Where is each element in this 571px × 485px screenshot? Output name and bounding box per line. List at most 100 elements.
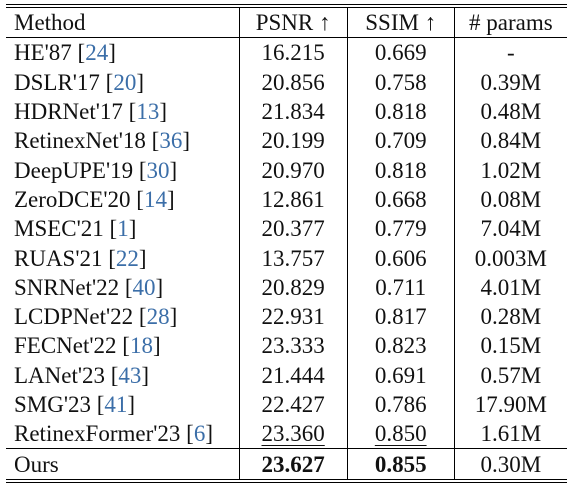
params-cell: 0.08M (480, 186, 542, 212)
psnr-cell: 20.970 (239, 155, 348, 185)
table-row: RUAS'21 [22] 13.757 0.606 0.003M (6, 243, 567, 273)
method-cell: FECNet'22 [18] (6, 331, 240, 361)
table-row: RetinexNet'18 [36] 20.199 0.709 0.84M (6, 126, 567, 156)
method-cell: LANet'23 [43] (6, 360, 240, 390)
bracket: ] (169, 157, 178, 183)
psnr-cell: 20.856 (239, 67, 348, 97)
citation-link[interactable]: 20 (113, 69, 137, 95)
citation-link[interactable]: 18 (129, 333, 153, 359)
header-psnr: PSNR ↑ (239, 8, 348, 39)
ssim-cell: 0.779 (347, 214, 455, 244)
method-name: LCDPNet'22 [ (14, 304, 147, 330)
citation-link[interactable]: 40 (132, 274, 156, 300)
method-cell: SMG'23 [41] (6, 389, 240, 420)
citation-link[interactable]: 43 (118, 362, 142, 388)
bracket: ] (108, 40, 116, 66)
bracket: ] (141, 362, 150, 388)
method-cell: SNRNet'22 [40] (6, 272, 240, 302)
table-row: MSEC'21 [1] 20.377 0.779 7.04M (6, 214, 567, 244)
method-name: RetinexNet'18 [ (14, 128, 160, 154)
citation-link[interactable]: 22 (115, 245, 139, 271)
method-cell: MSEC'21 [1] (6, 214, 240, 244)
citation-link[interactable]: 1 (117, 216, 129, 242)
bracket: ] (205, 421, 213, 447)
citation-link[interactable]: 6 (193, 421, 206, 447)
bracket: ] (166, 186, 175, 212)
header-params: # params (454, 8, 567, 39)
table-row: DeepUPE'19 [30] 20.970 0.818 1.02M (6, 155, 567, 185)
params-cell: 0.84M (480, 128, 542, 154)
psnr-cell-second-best: 23.360 (239, 419, 348, 449)
table-row: SNRNet'22 [40] 20.829 0.711 4.01M (6, 272, 567, 302)
params-cell: 1.02M (480, 157, 542, 183)
table-row: LCDPNet'22 [28] 22.931 0.817 0.28M (6, 301, 567, 332)
psnr-cell: 21.444 (239, 360, 348, 390)
psnr-cell: 12.861 (239, 184, 348, 215)
params-cell: 0.003M (474, 245, 547, 271)
table-row: LANet'23 [43] 21.444 0.691 0.57M (6, 360, 567, 390)
method-name: DeepUPE'19 [ (14, 157, 147, 183)
citation-link[interactable]: 24 (85, 40, 109, 66)
table-row: HE'87 [24] 16.215 0.669 - (6, 37, 567, 68)
bracket: ] (138, 245, 147, 271)
bracket: ] (182, 128, 190, 154)
psnr-cell-best: 23.627 (239, 448, 348, 479)
psnr-cell: 22.427 (239, 389, 348, 420)
ssim-cell: 0.786 (347, 389, 455, 420)
header-method: Method (6, 8, 240, 39)
params-cell: 17.90M (474, 392, 547, 417)
citation-link[interactable]: 28 (146, 304, 170, 330)
psnr-cell: 23.333 (239, 331, 348, 361)
ssim-cell: 0.818 (347, 155, 455, 185)
ssim-value-underlined: 0.850 (374, 421, 427, 447)
method-name: ZeroDCE'20 [ (14, 186, 144, 212)
method-name: FECNet'22 [ (14, 333, 130, 359)
method-cell: DeepUPE'19 [30] (6, 155, 240, 185)
method-name: LANet'23 [ (14, 362, 119, 388)
citation-link[interactable]: 30 (146, 157, 170, 183)
method-cell-ours: Ours (6, 448, 240, 479)
params-cell: 0.15M (480, 333, 542, 359)
params-cell: 0.48M (480, 99, 542, 125)
top-double-rule (6, 4, 567, 8)
header-ssim: SSIM ↑ (347, 8, 455, 39)
bracket: ] (127, 392, 136, 417)
citation-link[interactable]: 14 (143, 186, 167, 212)
ssim-cell: 0.817 (347, 301, 455, 332)
method-name: SMG'23 [ (14, 392, 105, 417)
bracket: ] (155, 274, 164, 300)
psnr-value-underlined: 23.360 (261, 421, 325, 447)
params-cell: 0.57M (480, 362, 542, 388)
method-name: RetinexFormer'23 [ (14, 421, 194, 447)
psnr-cell: 20.829 (239, 272, 348, 302)
psnr-cell: 21.834 (239, 96, 348, 127)
table-row: FECNet'22 [18] 23.333 0.823 0.15M (6, 331, 567, 361)
method-cell: ZeroDCE'20 [14] (6, 184, 240, 215)
citation-link[interactable]: 41 (104, 392, 128, 417)
ours-row: Ours 23.627 0.855 0.30M (6, 448, 567, 479)
ssim-cell: 0.823 (347, 331, 455, 361)
ssim-cell: 0.711 (347, 272, 455, 302)
table-row: HDRNet'17 [13] 21.834 0.818 0.48M (6, 96, 567, 127)
bracket: ] (152, 333, 161, 359)
method-cell: RetinexNet'18 [36] (6, 126, 240, 156)
ssim-cell: 0.709 (347, 126, 455, 156)
method-name: RUAS'21 [ (14, 245, 116, 271)
ssim-cell: 0.606 (347, 243, 455, 273)
results-table: Method PSNR ↑ SSIM ↑ # params HE'87 [24]… (6, 8, 567, 479)
ssim-cell-best: 0.855 (347, 448, 455, 479)
table-row: RetinexFormer'23 [6] 23.360 0.850 1.61M (6, 419, 567, 449)
params-cell: 1.61M (480, 421, 542, 447)
method-name: HE'87 [ (14, 40, 86, 66)
results-table-container: Method PSNR ↑ SSIM ↑ # params HE'87 [24]… (6, 4, 567, 483)
ssim-cell: 0.691 (347, 360, 455, 390)
method-name: HDRNet'17 [ (14, 99, 137, 125)
citation-link[interactable]: 36 (159, 128, 183, 154)
bracket: ] (128, 216, 137, 242)
psnr-cell: 22.931 (239, 301, 348, 332)
citation-link[interactable]: 13 (136, 99, 160, 125)
table-row: SMG'23 [41] 22.427 0.786 17.90M (6, 389, 567, 420)
method-cell: LCDPNet'22 [28] (6, 301, 240, 332)
bracket: ] (159, 99, 167, 125)
method-cell: HDRNet'17 [13] (6, 96, 240, 127)
